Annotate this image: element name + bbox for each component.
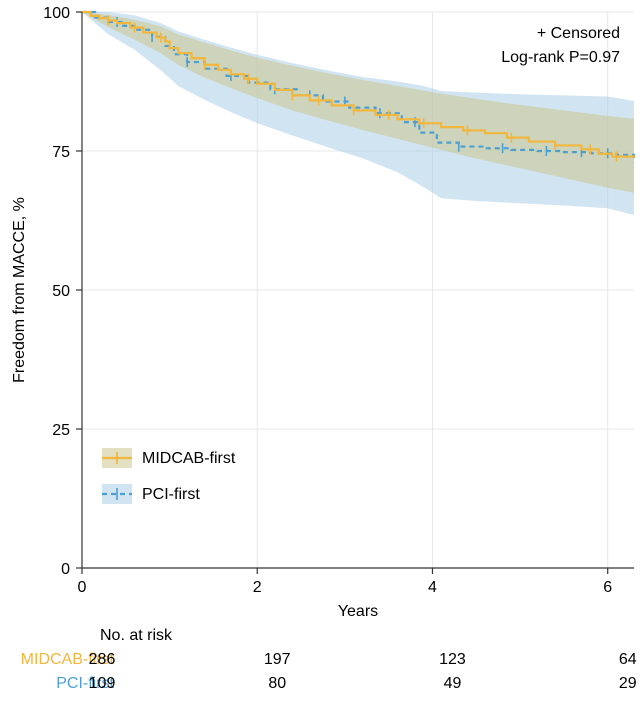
x-tick-label: 2 bbox=[253, 579, 262, 596]
risk-table-header: No. at risk bbox=[100, 627, 173, 644]
risk-value: 123 bbox=[439, 651, 466, 668]
risk-value: 80 bbox=[268, 675, 286, 692]
censored-note: + Censored bbox=[537, 25, 620, 42]
legend-label: MIDCAB-first bbox=[142, 450, 236, 467]
legend-label: PCI-first bbox=[142, 486, 200, 503]
risk-value: 29 bbox=[619, 675, 637, 692]
y-tick-label: 75 bbox=[52, 144, 70, 161]
risk-value: 197 bbox=[264, 651, 291, 668]
y-tick-label: 100 bbox=[43, 5, 70, 22]
x-axis-label: Years bbox=[338, 603, 378, 620]
x-tick-label: 4 bbox=[428, 579, 437, 596]
y-axis-label: Freedom from MACCE, % bbox=[11, 197, 28, 383]
x-tick-label: 0 bbox=[78, 579, 87, 596]
y-tick-label: 50 bbox=[52, 283, 70, 300]
x-tick-label: 6 bbox=[603, 579, 612, 596]
risk-value: 109 bbox=[89, 675, 116, 692]
y-tick-label: 25 bbox=[52, 422, 70, 439]
risk-value: 286 bbox=[89, 651, 116, 668]
logrank-note: Log-rank P=0.97 bbox=[501, 49, 620, 66]
y-tick-label: 0 bbox=[61, 561, 70, 578]
km-chart-container: 0 2 4 6 0 25 50 75 100 Years Freedom from MACCE, %… bbox=[0, 0, 644, 709]
km-svg: 0 2 4 6 0 25 50 75 100 Years Freedom from MACCE, %… bbox=[0, 0, 644, 709]
risk-value: 64 bbox=[619, 651, 637, 668]
risk-value: 49 bbox=[444, 675, 462, 692]
